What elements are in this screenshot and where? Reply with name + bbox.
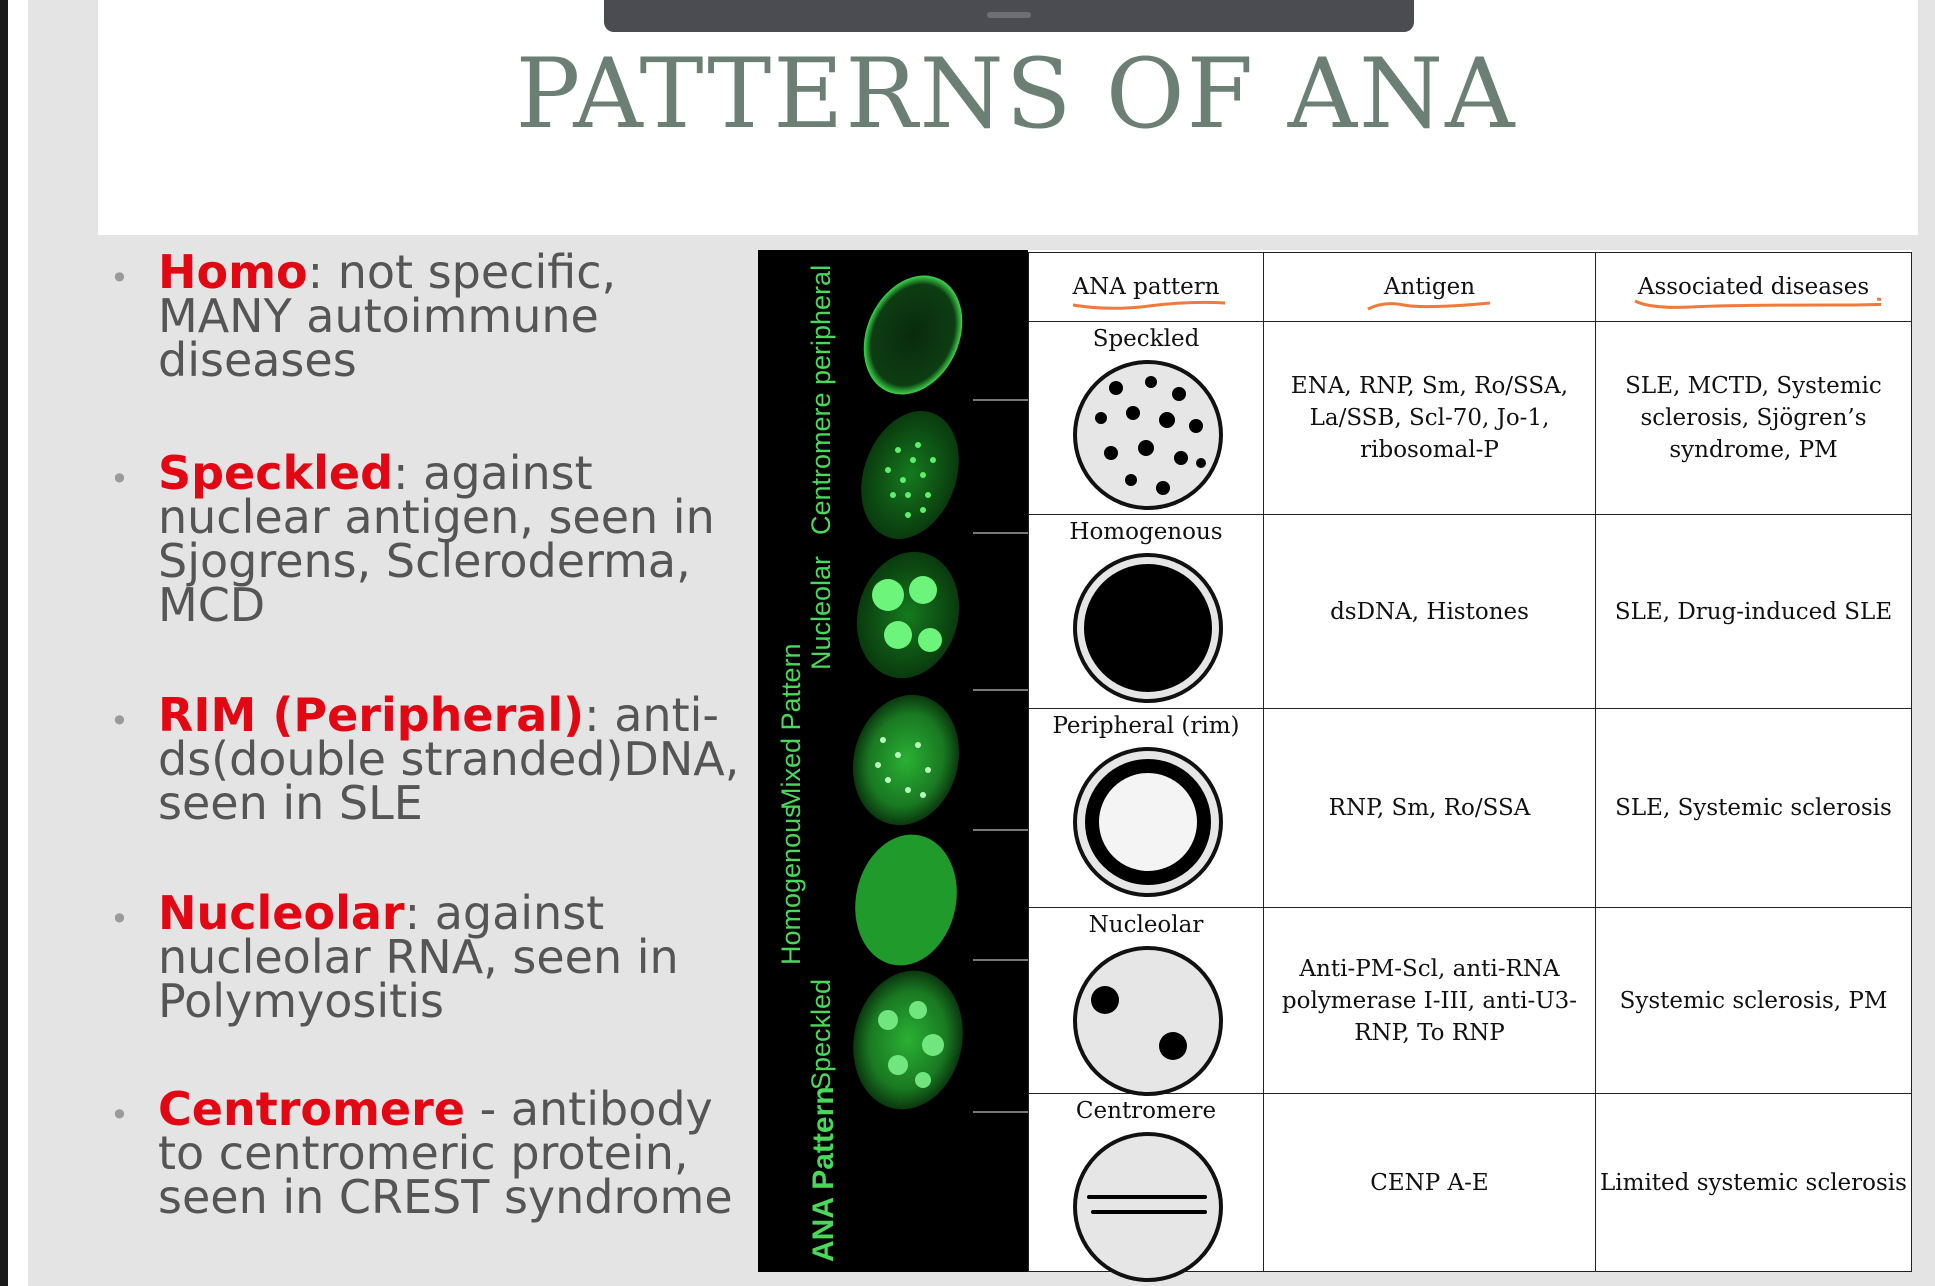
table-row: Centromere CENP A-E Limited systemic scl… <box>1028 1093 1912 1282</box>
header-label: ANA pattern <box>1072 274 1220 300</box>
cell-mixed <box>852 694 960 826</box>
bullet-text: : anti-ds(double stranded)DNA, seen in S… <box>158 688 740 830</box>
label-nucleolar: Nucleolar <box>806 556 836 670</box>
antigen-cell: dsDNA, Histones <box>1263 514 1596 709</box>
bullet-nucleolar: • Nucleolar: against nucleolar RNA, seen … <box>98 890 748 1024</box>
nucleolar-pattern-icon <box>1073 946 1223 1096</box>
antigen-cell: Anti-PM-Scl, anti-RNA polymerase I-III, … <box>1263 907 1596 1094</box>
ana-figure: peripheral Centromere Nucleolar Mixed Pa… <box>758 250 1912 1282</box>
table-header-row: ANA pattern Antigen Associated diseases <box>1028 252 1912 322</box>
slide-title: PATTERNS OF ANA <box>515 38 1517 150</box>
diseases-cell: Systemic sclerosis, PM <box>1595 907 1912 1094</box>
bullet-dot-icon: • <box>110 702 129 740</box>
bullet-text: : against nuclear antigen, seen in Sjogr… <box>158 446 715 632</box>
cell-peripheral <box>863 275 963 395</box>
header-label: Associated diseases <box>1637 274 1870 300</box>
label-homogenous: Homogenous <box>776 804 806 965</box>
bullet-text: : not specific, MANY autoimmune diseases <box>158 245 617 387</box>
annotation-underline <box>1072 300 1226 310</box>
header-pattern: ANA pattern <box>1028 252 1264 322</box>
cell-homogenous <box>855 834 957 966</box>
antigen-cell: CENP A-E <box>1263 1093 1596 1272</box>
annotation-underline <box>1634 297 1881 309</box>
pattern-name: Speckled <box>1092 326 1200 352</box>
bullet-text: - antibody to centromeric protein, seen … <box>158 1082 733 1224</box>
table-row: Nucleolar Anti-PM-Scl, anti-RNA polymera… <box>1028 907 1912 1096</box>
drag-handle-icon[interactable] <box>987 12 1031 18</box>
pattern-cell: Centromere <box>1028 1093 1264 1282</box>
pattern-cell: Nucleolar <box>1028 907 1264 1096</box>
slide: PATTERNS OF ANA • Homo: not specific, MAN… <box>28 0 1935 1286</box>
bullet-centromere: • Centromere - antibody to centromeric pr… <box>98 1086 748 1220</box>
bullet-homo: • Homo: not specific, MANY autoimmune dis… <box>98 249 748 383</box>
pattern-name: Peripheral (rim) <box>1052 713 1240 739</box>
pattern-cell: Homogenous <box>1028 514 1264 709</box>
speckled-pattern-icon <box>1073 360 1223 510</box>
presentation-toolbar[interactable] <box>604 0 1414 32</box>
bullet-dot-icon: • <box>110 900 129 938</box>
label-peripheral: peripheral <box>806 265 836 385</box>
bullet-term: Homo <box>158 245 308 299</box>
table-row: Peripheral (rim) RNP, Sm, Ro/SSA SLE, Sy… <box>1028 708 1912 908</box>
bullet-speckled: • Speckled: against nuclear antigen, seen… <box>98 450 748 628</box>
label-centromere: Centromere <box>806 392 836 535</box>
antigen-cell: RNP, Sm, Ro/SSA <box>1263 708 1596 908</box>
bullet-term: Centromere <box>158 1082 465 1136</box>
annotation-underline <box>1367 301 1491 311</box>
table-row: Homogenous dsDNA, Histones SLE, Drug-ind… <box>1028 514 1912 709</box>
label-mixed: Mixed Pattern <box>776 643 806 810</box>
bullet-term: Speckled <box>158 446 394 500</box>
bullet-rim: • RIM (Peripheral): anti-ds(double strand… <box>98 692 748 826</box>
pattern-cell: Speckled <box>1028 321 1264 515</box>
peripheral-pattern-icon <box>1073 747 1223 897</box>
antigen-cell: ENA, RNP, Sm, Ro/SSA, La/SSB, Scl-70, Jo… <box>1263 321 1596 515</box>
header-label: Antigen <box>1383 274 1476 300</box>
diseases-cell: SLE, Drug-induced SLE <box>1595 514 1912 709</box>
window-edge <box>0 0 8 1286</box>
photo-title: ANA Pattern <box>807 1086 840 1262</box>
centromere-pattern-icon <box>1073 1132 1223 1282</box>
bullet-text: : against nucleolar RNA, seen in Polymyo… <box>158 886 679 1028</box>
cell-centromere <box>861 411 959 539</box>
bullet-dot-icon: • <box>110 259 129 297</box>
table-row: Speckled ENA, RNP, Sm, Ro/SSA, La/SSB, S… <box>1028 321 1912 515</box>
pattern-name: Centromere <box>1075 1098 1217 1124</box>
bullet-term: RIM (Peripheral) <box>158 688 585 742</box>
bullet-dot-icon: • <box>110 1096 129 1134</box>
header-diseases: Associated diseases <box>1595 252 1912 322</box>
pattern-name: Homogenous <box>1069 519 1223 545</box>
diseases-cell: Limited systemic sclerosis <box>1595 1093 1912 1272</box>
pattern-cell: Peripheral (rim) <box>1028 708 1264 908</box>
ana-table: ANA pattern Antigen Associated diseases … <box>1028 252 1912 1282</box>
diseases-cell: SLE, Systemic sclerosis <box>1595 708 1912 908</box>
diseases-cell: SLE, MCTD, Systemic sclerosis, Sjögren’s… <box>1595 321 1912 515</box>
cell-nucleolar <box>856 551 960 679</box>
homogenous-pattern-icon <box>1073 553 1223 703</box>
pattern-name: Nucleolar <box>1088 912 1204 938</box>
bullet-dot-icon: • <box>110 460 129 498</box>
cell-speckled <box>853 970 963 1110</box>
title-area <box>98 0 1918 235</box>
fluorescence-photo: peripheral Centromere Nucleolar Mixed Pa… <box>758 250 1028 1272</box>
header-antigen: Antigen <box>1263 252 1596 322</box>
label-speckled: Speckled <box>806 979 836 1090</box>
bullet-term: Nucleolar <box>158 886 405 940</box>
bullet-list: • Homo: not specific, MANY autoimmune dis… <box>98 249 748 1269</box>
